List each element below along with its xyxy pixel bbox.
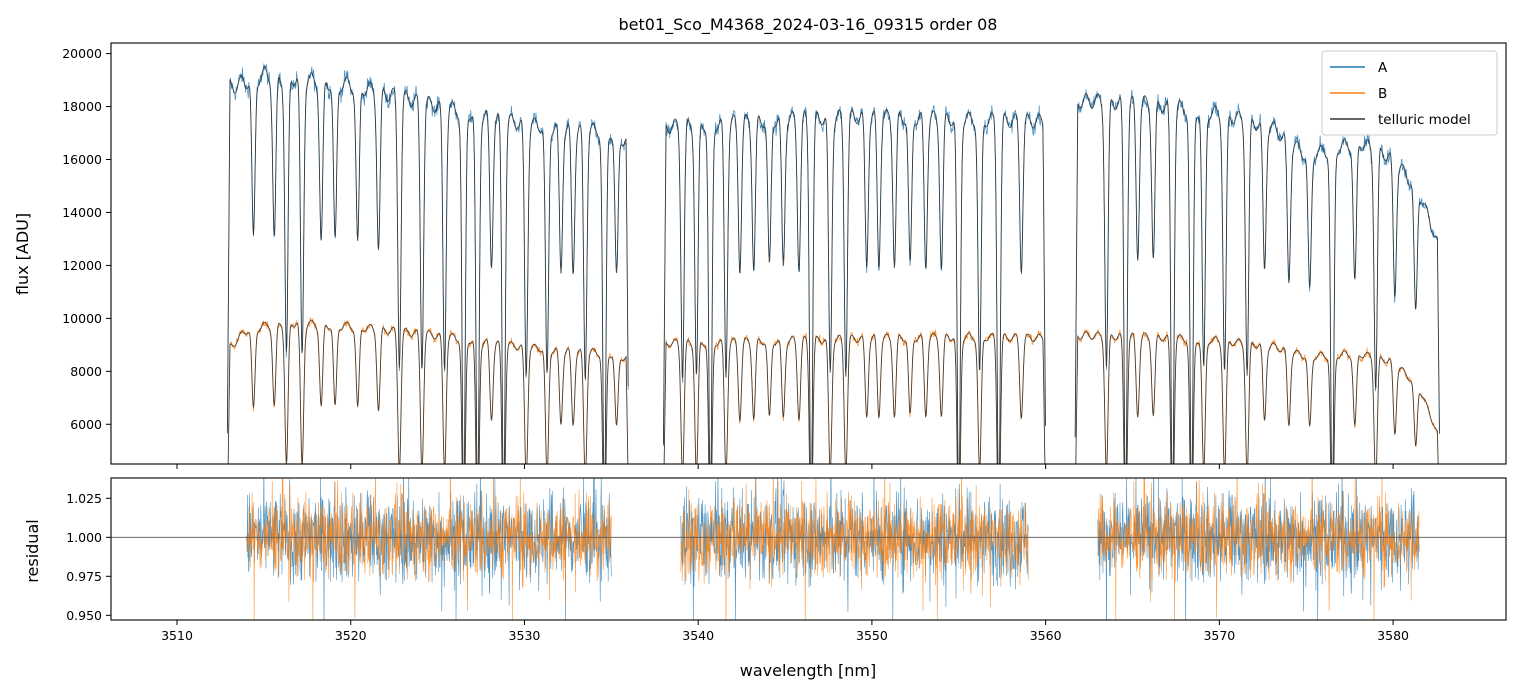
flux-trace-a-seg2 (1074, 89, 1440, 464)
flux-panel-frame (110, 42, 1507, 465)
residual-axis-label: residual (23, 519, 42, 582)
flux-ytick-label-10000: 10000 (62, 311, 102, 326)
wavelength-xtick-label-3560: 3560 (1030, 628, 1062, 643)
flux-x-axis (176, 464, 1394, 469)
telluric-model-a-seg2 (1074, 93, 1440, 464)
residual-trace-b-seg2 (1097, 478, 1420, 620)
flux-y-axis: 6000 8000 10000 12000 14000 16000 18000 20000 (62, 46, 111, 432)
wavelength-xtick-label-3520: 3520 (335, 628, 367, 643)
flux-trace-a-seg1 (663, 105, 1046, 464)
flux-ytick-label-6000: 6000 (70, 417, 102, 432)
legend-label-a: A (1378, 60, 1388, 76)
wavelength-xtick-label-3530: 3530 (509, 628, 541, 643)
flux-ytick-label-12000: 12000 (62, 258, 102, 273)
legend-label-b: B (1378, 86, 1387, 102)
residual-ytick-label-2: 1.000 (66, 530, 102, 545)
wavelength-xtick-label-3570: 3570 (1203, 628, 1235, 643)
flux-plot-area (226, 63, 1440, 464)
telluric-model-a-seg1 (662, 109, 1046, 464)
wavelength-axis-label: wavelength [nm] (740, 661, 877, 680)
wavelength-xtick-label-3510: 3510 (161, 628, 193, 643)
telluric-model-a-seg0 (226, 66, 629, 464)
residual-y-axis: 0.950 0.975 1.000 1.025 (66, 491, 111, 623)
wavelength-xtick-label-3540: 3540 (682, 628, 714, 643)
residual-panel-frame (110, 477, 1507, 621)
flux-axis-label: flux [ADU] (13, 213, 32, 295)
residual-trace-b-seg1 (680, 478, 1029, 620)
flux-ytick-label-18000: 18000 (62, 99, 102, 114)
legend: A B telluric model (1321, 50, 1498, 136)
flux-ytick-label-16000: 16000 (62, 152, 102, 167)
chart-title: bet01_Sco_M4368_2024-03-16_09315 order 0… (619, 15, 998, 35)
wavelength-xtick-label-3550: 3550 (856, 628, 888, 643)
residual-plot-area (111, 478, 1506, 620)
wavelength-x-axis: 3510 3520 3530 3540 3550 3560 3570 3580 (161, 620, 1409, 643)
flux-ytick-label-20000: 20000 (62, 46, 102, 61)
residual-ytick-label-1: 0.975 (66, 569, 102, 584)
telluric-model-b-seg2 (1075, 331, 1439, 464)
legend-box (1321, 50, 1498, 136)
telluric-model-b-seg1 (663, 332, 1046, 464)
telluric-model-b-seg0 (227, 319, 629, 464)
residual-ytick-label-0: 0.950 (66, 608, 102, 623)
residual-trace-b-seg0 (246, 478, 612, 620)
wavelength-xtick-label-3580: 3580 (1377, 628, 1409, 643)
flux-ytick-label-8000: 8000 (70, 364, 102, 379)
legend-label-telluric: telluric model (1378, 112, 1471, 128)
flux-ytick-label-14000: 14000 (62, 205, 102, 220)
residual-ytick-label-3: 1.025 (66, 491, 102, 506)
